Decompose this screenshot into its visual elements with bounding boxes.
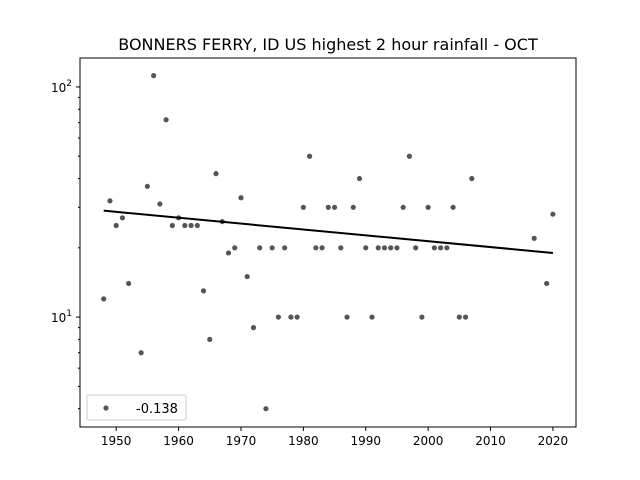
data-point: [406, 153, 413, 159]
data-point: [363, 245, 369, 251]
data-point: [431, 245, 437, 251]
data-point: [444, 245, 450, 251]
legend: -0.138: [86, 394, 187, 421]
data-point: [550, 211, 556, 217]
data-point: [188, 222, 194, 229]
x-tick-label: 2020: [538, 434, 569, 448]
trend-line: [103, 209, 554, 254]
x-tick-label: 2000: [413, 434, 444, 448]
data-point: [394, 245, 400, 251]
x-tick-label: 1980: [288, 434, 319, 448]
data-point: [419, 314, 425, 320]
chart-title: BONNERS FERRY, ID US highest 2 hour rain…: [118, 35, 538, 54]
data-point: [375, 245, 381, 251]
data-point: [294, 314, 300, 320]
data-point: [344, 314, 350, 320]
data-point: [531, 235, 537, 241]
data-point: [369, 314, 375, 320]
data-point: [182, 222, 188, 229]
legend-label: -0.138: [136, 402, 178, 417]
data-point: [113, 222, 119, 229]
data-point: [300, 204, 306, 210]
plot-area: [79, 57, 577, 428]
data-point: [400, 204, 406, 210]
data-point: [331, 204, 338, 210]
data-point: [288, 314, 294, 320]
data-point: [169, 222, 175, 229]
legend-marker: [103, 405, 109, 411]
data-point: [101, 296, 107, 302]
data-point: [269, 245, 275, 251]
data-point: [257, 245, 263, 251]
data-point: [381, 245, 388, 251]
data-point: [388, 245, 394, 251]
data-point: [319, 245, 325, 251]
data-point: [456, 314, 462, 320]
data-point: [275, 314, 281, 320]
data-point: [107, 198, 113, 204]
data-point: [144, 183, 150, 189]
data-point: [213, 171, 219, 177]
x-tick-label: 1950: [101, 434, 132, 448]
x-tick-label: 1990: [350, 434, 381, 448]
data-point: [469, 175, 475, 182]
data-point: [356, 175, 363, 182]
data-point: [544, 280, 550, 287]
data-point: [207, 336, 213, 342]
data-point: [350, 204, 356, 210]
data-point: [194, 222, 200, 229]
x-axis: 1950 1960 1970 1980 1990 2000 2010 2020: [101, 427, 568, 448]
data-point: [157, 201, 163, 207]
data-point: [200, 288, 207, 294]
data-point: [232, 245, 238, 251]
legend-box: [86, 394, 187, 421]
data-point: [225, 250, 232, 256]
data-point: [325, 204, 331, 210]
x-tick-label: 2010: [475, 434, 506, 448]
data-point: [138, 350, 144, 356]
data-point: [238, 195, 244, 201]
data-point: [282, 245, 288, 251]
data-point: [250, 325, 257, 331]
data-point: [263, 406, 269, 412]
y-tick-label: 102: [51, 79, 72, 95]
data-point: [306, 153, 313, 159]
data-point: [119, 215, 126, 221]
y-tick-label: 101: [51, 309, 72, 325]
data-point: [413, 245, 419, 251]
y-axis: 101 102: [51, 79, 80, 410]
data-point: [313, 245, 319, 251]
scatter-points: [101, 73, 556, 412]
x-tick-label: 1970: [226, 434, 257, 448]
data-point: [462, 314, 469, 320]
data-point: [244, 273, 250, 280]
data-point: [338, 245, 344, 251]
data-point: [163, 117, 169, 123]
data-point: [425, 204, 431, 210]
data-point: [438, 245, 444, 251]
x-tick-label: 1960: [163, 434, 194, 448]
data-point: [126, 280, 132, 287]
data-point: [151, 73, 157, 79]
data-point: [450, 204, 456, 210]
